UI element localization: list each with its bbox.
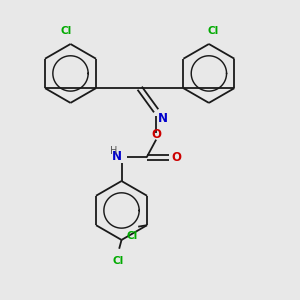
Text: O: O: [171, 151, 181, 164]
Text: Cl: Cl: [61, 26, 72, 36]
Text: O: O: [151, 128, 161, 141]
Text: N: N: [158, 112, 168, 125]
Text: N: N: [112, 150, 122, 164]
Text: Cl: Cl: [113, 256, 124, 266]
Text: Cl: Cl: [127, 231, 138, 241]
Text: H: H: [110, 146, 117, 156]
Text: Cl: Cl: [208, 26, 219, 36]
